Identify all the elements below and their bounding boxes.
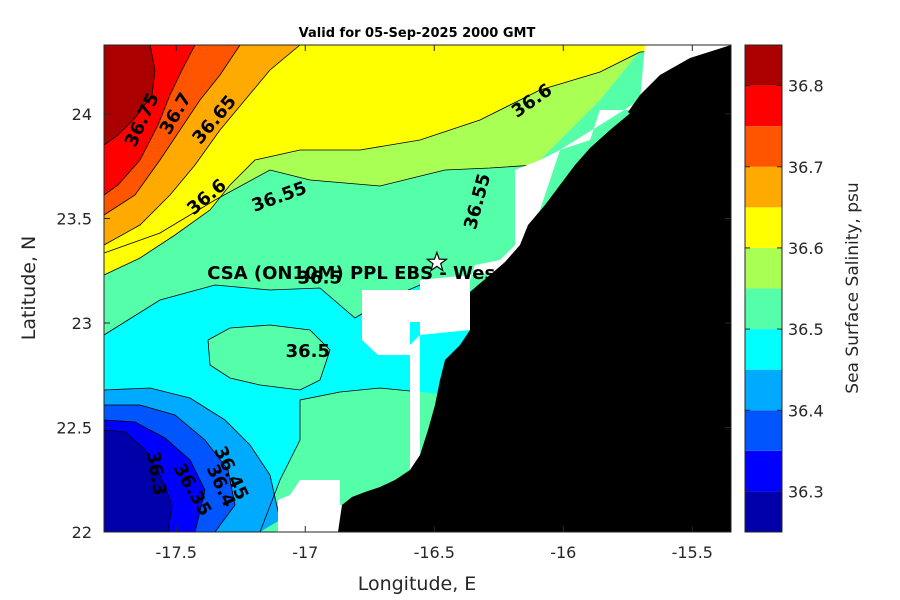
contour-36.3	[104, 429, 173, 532]
colorbar-segment	[745, 207, 782, 248]
colorbar-segment	[745, 491, 782, 532]
y-tick-label: 22.5	[56, 418, 92, 437]
contour-36.55	[104, 164, 536, 254]
x-tick-label: -16	[550, 543, 576, 562]
colorbar-label: Sea Surface Salinity, psu	[843, 182, 863, 393]
y-tick-label: 24	[72, 105, 92, 124]
colorbar-tick-label: 36.4	[788, 401, 824, 420]
colorbar-segment	[745, 288, 782, 330]
colorbar	[745, 45, 782, 532]
x-axis-ticks: -17.5 -17 -16.5 -16 -15.5	[156, 45, 713, 562]
coastline-land-north	[628, 45, 731, 118]
y-axis-ticks: 22 22.5 23 23.5 24	[56, 105, 731, 542]
y-tick-label: 23	[72, 314, 92, 333]
contour-label: 36.5	[286, 341, 330, 362]
y-axis-label: Latitude, N	[18, 236, 40, 341]
colorbar-segment	[745, 85, 782, 127]
colorbar-tick-label: 36.8	[788, 77, 824, 96]
contour-36.5-inner	[207, 324, 331, 391]
salinity-band-36.25-36.3	[104, 430, 172, 532]
contour-36.45	[104, 387, 281, 521]
colorbar-tick-label: 36.7	[788, 158, 824, 177]
colorbar-tick-label: 36.6	[788, 239, 824, 258]
colorbar-segment	[745, 410, 782, 451]
chart-title: Valid for 05-Sep-2025 2000 GMT	[299, 26, 536, 41]
salinity-band-36.5-36.55-inner	[208, 325, 330, 390]
colorbar-tick-label: 36.5	[788, 320, 824, 339]
colorbar-frame	[744, 44, 783, 533]
axes-frame	[103, 44, 732, 533]
contour-36.75	[104, 45, 196, 196]
map-annotation: CSA (ON10M) PPL EBS - Wes	[207, 263, 495, 284]
colorbar-segment	[745, 450, 782, 492]
x-tick-label: -17	[292, 543, 318, 562]
x-tick-label: -17.5	[156, 543, 197, 562]
missing-data-block	[362, 290, 470, 355]
contour-36.35	[104, 419, 206, 532]
x-tick-label: -16.5	[414, 543, 455, 562]
colorbar-segment	[745, 329, 782, 370]
contour-36.65	[104, 45, 301, 246]
station-star-icon	[425, 250, 449, 272]
x-tick-label: -15.5	[672, 543, 713, 562]
colorbar-segment	[745, 166, 782, 208]
coastline-land	[338, 50, 731, 532]
land-mask	[338, 45, 731, 532]
map-annotation: 36.5	[298, 267, 342, 288]
contour-36.5-south	[259, 387, 421, 532]
contour-36.8	[104, 45, 156, 146]
y-tick-label: 23.5	[56, 209, 92, 228]
colorbar-segment	[745, 126, 782, 167]
colorbar-ticks: 36.3 36.4 36.5 36.6 36.7 36.8	[745, 77, 824, 501]
contour-36.4	[104, 404, 236, 532]
colorbar-tick-label: 36.3	[788, 482, 824, 501]
colorbar-segment	[745, 369, 782, 411]
contour-36.6	[104, 47, 731, 276]
colorbar-segment	[745, 247, 782, 289]
colorbar-segment	[745, 45, 782, 86]
x-axis-label: Longitude, E	[358, 573, 477, 595]
salinity-band-36.8-36.85	[104, 45, 155, 145]
contour-36.7	[104, 45, 241, 216]
salinity-band-36.6-36.65	[104, 45, 731, 275]
y-tick-label: 22	[72, 523, 92, 542]
